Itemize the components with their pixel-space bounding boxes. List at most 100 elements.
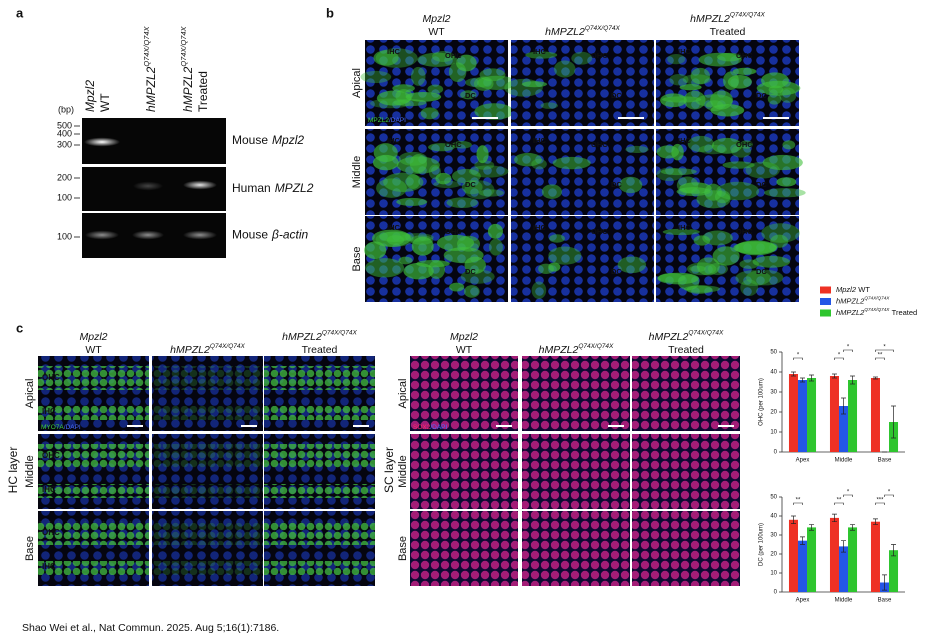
bar xyxy=(797,540,808,592)
significance-bracket xyxy=(875,349,894,352)
mpzl2-signal xyxy=(417,52,458,67)
mpzl2-signal xyxy=(752,255,791,268)
significance-label: * xyxy=(797,353,800,359)
cell-label: IHC xyxy=(533,47,547,56)
ladder-label: 100 xyxy=(57,231,72,241)
gel-band xyxy=(132,230,164,240)
error-bar xyxy=(872,518,878,525)
mpzl2-signal xyxy=(460,269,495,284)
x-tick-label: Apex xyxy=(796,458,810,464)
bar xyxy=(829,517,839,592)
mpzl2-signal xyxy=(525,51,558,59)
mpzl2-signal xyxy=(657,273,686,283)
stain-dapi: /DAPI xyxy=(389,117,406,124)
mpzl2-signal xyxy=(571,51,593,65)
mpzl2-signal xyxy=(433,180,461,188)
myo7a-signal xyxy=(38,561,149,575)
error-bar xyxy=(809,374,815,382)
cell-label: IHC xyxy=(678,223,692,232)
panel-label: b xyxy=(326,5,334,20)
cell-label: IHC xyxy=(533,223,547,232)
legend-swatch xyxy=(820,298,831,305)
myo7a-signal xyxy=(38,444,149,468)
mpzl2-signal xyxy=(376,178,407,198)
lane-label: hMPZL2Q74X/Q74X Treated xyxy=(179,25,210,112)
mpzl2-signal xyxy=(779,87,797,103)
mpzl2-signal xyxy=(705,100,724,112)
legend-entry: hMPZL2Q74X/Q74X Treated xyxy=(836,307,917,317)
species: Human xyxy=(232,181,271,195)
mpzl2-signal xyxy=(735,270,771,286)
mpzl2-signal xyxy=(702,230,733,246)
genotype-superscript: Q74X/Q74X xyxy=(179,25,188,66)
gene-name: Mpzl2 xyxy=(836,285,857,294)
legend-swatch xyxy=(820,286,831,294)
genotype-suffix: Treated xyxy=(302,344,338,356)
genotype-suffix: WT xyxy=(85,344,102,356)
genotype-suffix: WT xyxy=(858,285,870,294)
gene-name: hMPZL2 xyxy=(649,331,689,343)
gene-name: hMPZL2 xyxy=(690,13,730,25)
row-label: Middle xyxy=(351,156,363,188)
significance-bracket xyxy=(793,502,803,505)
cell-label: OHC xyxy=(42,528,60,537)
gene-name: Mpzl2 xyxy=(450,331,478,343)
mpzl2-signal xyxy=(460,90,477,100)
significance-label: * xyxy=(888,490,891,496)
cell-label: OHC xyxy=(42,373,60,382)
sox2-signal xyxy=(522,434,630,509)
myo7a-signal xyxy=(38,366,149,390)
mpzl2-signal xyxy=(371,229,412,247)
cell-label: DC xyxy=(611,267,622,276)
mpzl2-signal xyxy=(392,84,415,93)
mpzl2-signal xyxy=(449,282,465,292)
cell-label: IHC xyxy=(42,562,56,571)
column-header: Mpzl2 WT xyxy=(422,13,450,38)
significance-bracket xyxy=(793,357,803,360)
y-tick-label: 30 xyxy=(770,533,777,539)
y-tick-label: 20 xyxy=(770,410,777,416)
significance-bracket xyxy=(834,502,844,505)
cell-label: IHC xyxy=(387,47,401,56)
y-tick-label: 0 xyxy=(774,590,778,596)
mpzl2-signal xyxy=(707,262,728,276)
sox2-signal xyxy=(410,356,518,431)
cell-label: IHC xyxy=(678,47,692,56)
stain-marker: MPZL2 xyxy=(368,117,389,124)
significance-bracket xyxy=(884,494,894,497)
gene-name: MPZL2 xyxy=(275,181,314,195)
mpzl2-signal xyxy=(679,84,702,91)
cell-label: IHC xyxy=(387,136,401,145)
mpzl2-signal xyxy=(420,107,439,120)
mpzl2-signal xyxy=(365,258,405,278)
y-tick-label: 50 xyxy=(770,350,777,356)
myo7a-signal xyxy=(264,521,375,545)
significance-label: * xyxy=(883,345,886,351)
myo7a-signal xyxy=(264,366,375,390)
mpzl2-signal xyxy=(763,188,806,198)
myo7a-signal xyxy=(264,406,375,420)
layer-label: SC layer xyxy=(382,447,396,493)
mpzl2-signal xyxy=(396,197,428,206)
mpzl2-signal xyxy=(548,246,582,265)
mpzl2-signal xyxy=(383,172,424,192)
mpzl2-signal xyxy=(679,182,712,194)
sox2-signal xyxy=(410,434,518,509)
mpzl2-signal xyxy=(432,50,455,62)
stain-label: SOX2/DAPI xyxy=(413,424,448,431)
stain-marker: MYO7A xyxy=(41,424,64,431)
error-bar xyxy=(800,536,805,545)
myo7a-signal xyxy=(264,484,375,498)
genotype-suffix: WT xyxy=(456,344,473,356)
sox2-signal xyxy=(632,356,740,431)
cell-label: DC xyxy=(465,91,476,100)
mpzl2-signal xyxy=(689,265,706,272)
myo7a-signal xyxy=(264,561,375,575)
myo7a-signal xyxy=(152,406,263,420)
mpzl2-signal xyxy=(398,256,413,265)
bar xyxy=(848,527,858,592)
gene-name: Mpzl2 xyxy=(422,13,450,25)
mpzl2-signal xyxy=(541,184,563,199)
row-label: Apical xyxy=(24,379,36,409)
sox2-signal xyxy=(410,511,518,586)
